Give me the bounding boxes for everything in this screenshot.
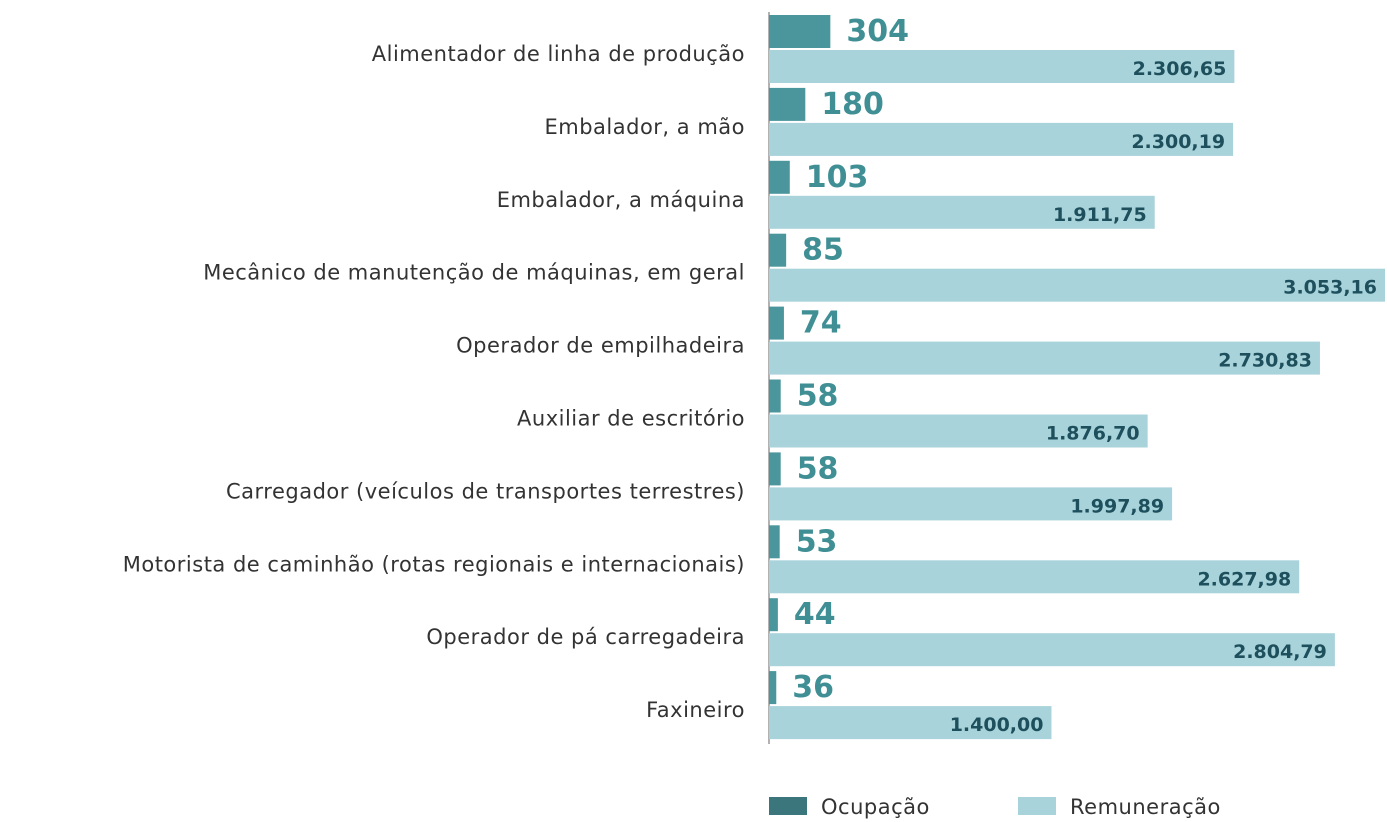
bar	[769, 233, 787, 267]
bar	[769, 414, 1148, 448]
category-label: Operador de pá carregadeira	[426, 625, 745, 649]
value-label: 53	[796, 524, 838, 559]
category-label: Motorista de caminhão (rotas regionais e…	[123, 552, 745, 576]
category-label: Embalador, a máquina	[497, 188, 745, 212]
legend-swatch	[1018, 797, 1056, 815]
value-label: 58	[797, 379, 839, 414]
value-label: 180	[821, 87, 884, 122]
bar	[769, 306, 784, 340]
category-label: Mecânico de manutenção de máquinas, em g…	[203, 261, 745, 285]
value-label: 2.300,19	[1131, 131, 1225, 153]
bar	[769, 671, 777, 705]
bar	[769, 487, 1173, 521]
category-label: Alimentador de linha de produção	[372, 42, 745, 66]
bar	[769, 560, 1300, 594]
value-label: 58	[797, 451, 839, 486]
value-label: 103	[806, 160, 869, 195]
value-label: 44	[794, 597, 836, 632]
category-label: Carregador (veículos de transportes terr…	[226, 479, 745, 503]
value-label: 2.804,79	[1233, 641, 1327, 663]
legend-label: Ocupação	[821, 795, 930, 819]
value-label: 85	[802, 233, 844, 268]
value-label: 1.876,70	[1046, 423, 1140, 445]
value-label: 2.730,83	[1218, 350, 1312, 372]
bar	[769, 341, 1320, 375]
bar	[769, 379, 781, 413]
bar	[769, 525, 780, 559]
bar	[769, 452, 781, 486]
value-label: 3.053,16	[1283, 277, 1377, 299]
category-label: Faxineiro	[646, 698, 745, 722]
bar	[769, 15, 831, 48]
legend-label: Remuneração	[1070, 795, 1221, 819]
category-label: Embalador, a mão	[544, 115, 745, 139]
legend-swatch	[769, 797, 807, 815]
value-label: 1.911,75	[1053, 204, 1147, 226]
bar	[769, 87, 806, 121]
bar	[769, 50, 1235, 83]
value-label: 1.400,00	[950, 714, 1044, 736]
bar	[769, 268, 1385, 302]
value-label: 2.306,65	[1133, 58, 1227, 80]
bar	[769, 598, 778, 632]
value-label: 304	[846, 14, 909, 49]
bar	[769, 195, 1155, 229]
value-label: 36	[792, 670, 834, 705]
category-label: Operador de empilhadeira	[456, 334, 745, 358]
category-label: Auxiliar de escritório	[517, 407, 745, 431]
bar	[769, 633, 1335, 667]
value-label: 74	[800, 306, 842, 341]
value-label: 2.627,98	[1197, 568, 1291, 590]
value-label: 1.997,89	[1070, 495, 1164, 517]
bar	[769, 706, 1052, 740]
bar	[769, 122, 1234, 156]
bar	[769, 160, 790, 194]
